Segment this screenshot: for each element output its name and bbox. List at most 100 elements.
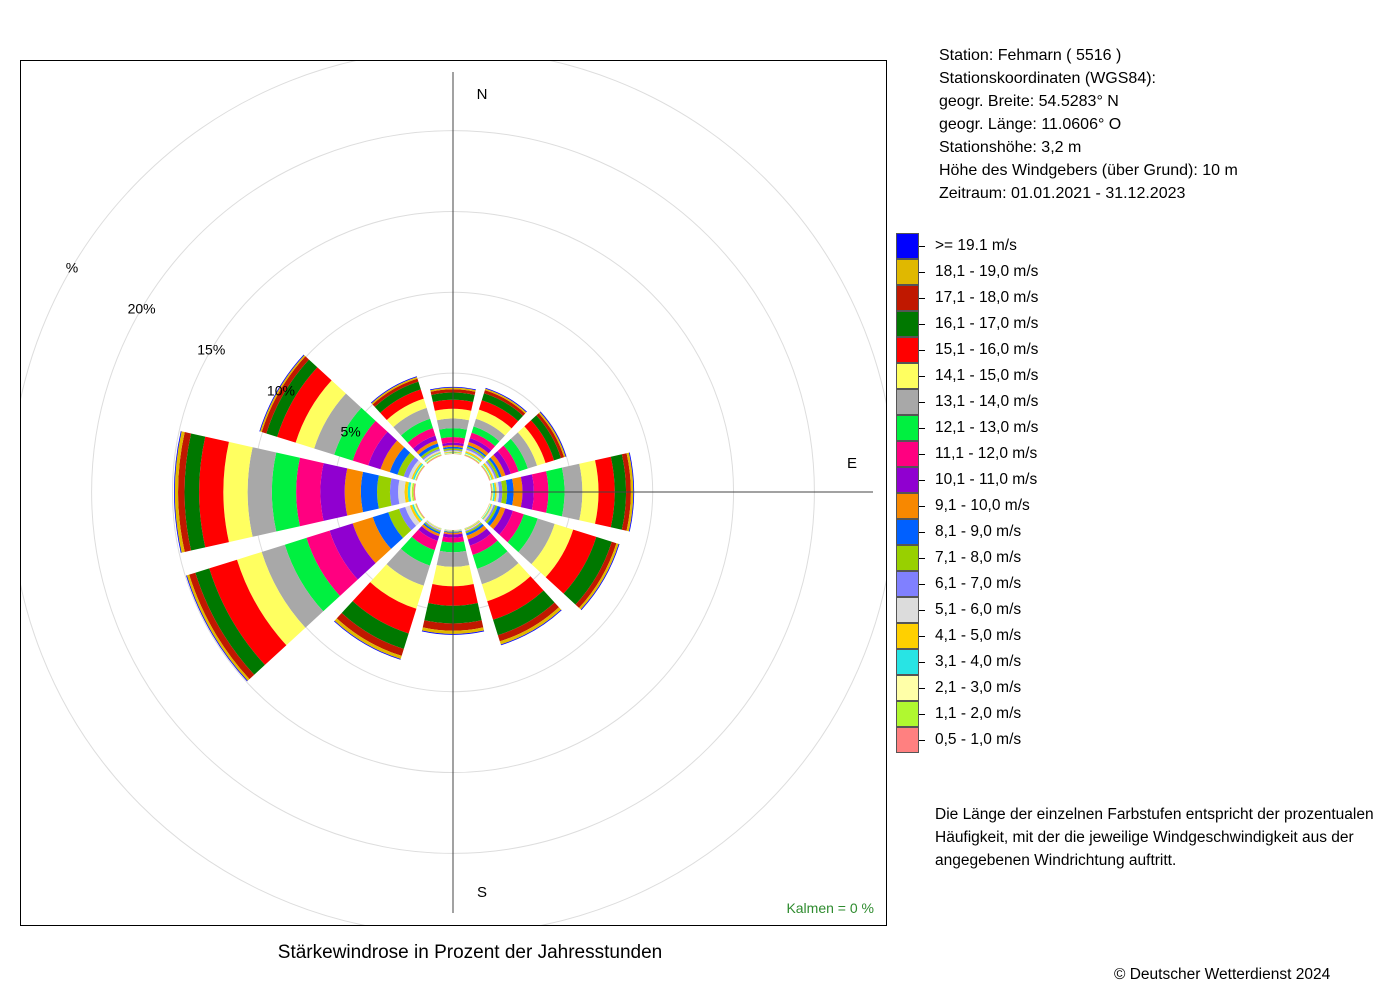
segment-270-15 (404, 481, 409, 503)
segment-270-17 (410, 482, 413, 502)
segment-330-18 (426, 454, 442, 464)
segment-270-6 (247, 447, 277, 537)
segment-0-17 (444, 452, 462, 455)
segment-330-3 (374, 381, 421, 413)
segment-240-18 (415, 503, 425, 519)
segment-60-19 (480, 465, 491, 481)
legend-swatch (896, 259, 919, 285)
ring-label-10: 10% (267, 383, 295, 399)
segment-330-17 (425, 453, 442, 463)
segment-120-3 (563, 536, 612, 605)
segment-30-8 (469, 432, 496, 451)
segment-0-0 (430, 386, 476, 391)
segment-150-10 (466, 525, 487, 540)
segment-210-4 (352, 582, 417, 634)
segment-0-14 (444, 450, 462, 453)
legend-swatch (896, 285, 919, 311)
segment-30-7 (471, 426, 500, 447)
legend-swatch (896, 493, 919, 519)
legend-label: 6,1 - 7,0 m/s (935, 575, 1022, 592)
segment-270-18 (411, 483, 415, 501)
segment-60-1 (538, 412, 566, 458)
legend-tick (919, 740, 925, 741)
legend-label: 11,1 - 12,0 m/s (935, 445, 1038, 462)
segment-150-11 (465, 523, 484, 536)
calms-label: Kalmen = 0 % (786, 900, 874, 916)
segment-150-4 (487, 576, 544, 620)
legend-swatch (896, 337, 919, 363)
segment-90-17 (491, 483, 494, 501)
legend-label: 12,1 - 13,0 m/s (935, 419, 1039, 436)
segment-270-16 (407, 482, 412, 502)
segment-120-12 (485, 505, 498, 524)
legend-swatch (896, 545, 919, 571)
segment-300-2 (261, 356, 309, 434)
segment-60-17 (482, 464, 492, 481)
segment-30-18 (464, 454, 480, 464)
segment-60-8 (497, 445, 519, 474)
segment-240-5 (236, 551, 306, 646)
segment-90-19 (490, 483, 492, 501)
segment-330-2 (372, 378, 419, 407)
segment-270-13 (389, 478, 400, 506)
legend-tick (919, 532, 925, 533)
legend-swatch (896, 311, 919, 337)
segment-120-8 (499, 510, 524, 543)
segment-60-2 (536, 413, 565, 459)
segment-330-14 (423, 450, 441, 462)
segment-0-15 (444, 451, 462, 454)
ring-label-25: % (66, 260, 78, 276)
segment-270-2 (178, 432, 192, 552)
sector-270 (174, 431, 416, 553)
segment-330-4 (380, 389, 424, 420)
segment-90-0 (628, 452, 635, 532)
segment-210-7 (400, 536, 435, 566)
segment-180-16 (444, 529, 462, 531)
segment-120-13 (484, 504, 496, 522)
segment-30-13 (466, 448, 485, 460)
sector-330 (370, 376, 442, 465)
segment-300-8 (352, 420, 388, 466)
segment-240-9 (329, 523, 376, 580)
segment-330-10 (416, 440, 438, 455)
segment-0-16 (444, 452, 462, 454)
segment-120-4 (545, 529, 597, 594)
segment-270-10 (344, 468, 364, 516)
station-info: Station: Fehmarn ( 5516 ) Stationskoordi… (939, 44, 1238, 205)
segment-240-11 (372, 512, 404, 549)
segment-120-9 (493, 508, 514, 535)
sector-30 (464, 387, 527, 465)
direction-label-N: N (477, 86, 488, 103)
segment-60-11 (488, 457, 502, 478)
segment-180-13 (444, 530, 462, 532)
legend-tick (919, 402, 925, 403)
segment-270-7 (271, 452, 300, 532)
segment-240-14 (405, 505, 420, 526)
legend-swatch (896, 467, 919, 493)
segment-150-14 (464, 521, 481, 532)
segment-270-9 (320, 463, 348, 521)
segment-30-2 (483, 390, 526, 416)
segment-330-6 (393, 407, 431, 436)
segment-210-9 (418, 526, 440, 541)
legend-tick (919, 350, 925, 351)
segment-150-7 (472, 540, 508, 569)
sector-240 (186, 503, 426, 682)
segment-300-12 (397, 452, 415, 477)
segment-240-7 (284, 537, 340, 612)
segment-240-16 (412, 504, 423, 522)
segment-180-1 (422, 627, 484, 634)
segment-180-11 (444, 531, 462, 533)
segment-150-13 (465, 522, 482, 532)
segment-240-6 (261, 544, 324, 628)
segment-150-15 (464, 520, 481, 531)
segment-330-11 (418, 443, 439, 457)
segment-60-16 (482, 464, 493, 480)
segment-120-15 (482, 504, 493, 520)
segment-120-1 (579, 543, 619, 610)
segment-240-17 (413, 503, 424, 520)
segment-300-19 (415, 465, 426, 481)
segment-180-18 (444, 529, 462, 531)
segment-150-3 (493, 590, 555, 636)
segment-270-5 (223, 441, 253, 543)
